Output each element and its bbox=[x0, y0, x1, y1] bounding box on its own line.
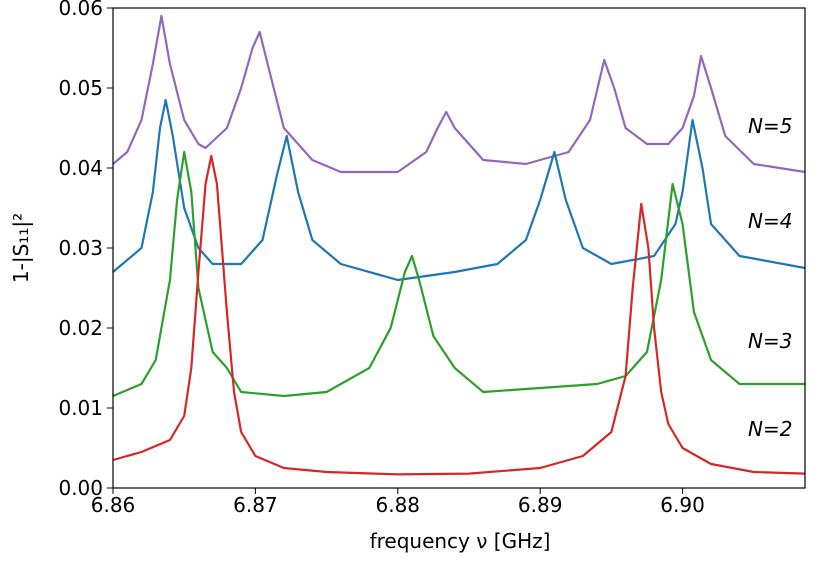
plot-frame bbox=[112, 7, 806, 489]
y-tick-label: 0.05 bbox=[58, 76, 103, 100]
x-tick-label: 6.90 bbox=[660, 493, 705, 517]
series-line bbox=[112, 154, 806, 476]
y-tick-label: 0.06 bbox=[58, 0, 103, 20]
series-label: N=5 bbox=[748, 114, 792, 138]
x-tick-label: 6.86 bbox=[91, 493, 136, 517]
series-label: N=4 bbox=[748, 209, 792, 233]
y-tick-label: 0.03 bbox=[58, 236, 103, 260]
x-axis-label: frequency ν [GHz] bbox=[370, 529, 551, 553]
y-tick-label: 0.01 bbox=[58, 396, 103, 420]
series-label: N=3 bbox=[748, 329, 792, 353]
x-tick-label: 6.88 bbox=[376, 493, 421, 517]
x-tick-label: 6.89 bbox=[518, 493, 563, 517]
x-tick-label: 6.87 bbox=[233, 493, 278, 517]
series-label: N=2 bbox=[748, 417, 792, 441]
series-line bbox=[112, 14, 806, 174]
series-line bbox=[112, 98, 806, 282]
series-line bbox=[112, 150, 805, 398]
y-axis-label: 1-|S₁₁|² bbox=[9, 213, 33, 283]
y-tick-label: 0.02 bbox=[58, 316, 103, 340]
y-tick-label: 0.00 bbox=[58, 476, 103, 500]
y-tick-label: 0.04 bbox=[58, 156, 103, 180]
